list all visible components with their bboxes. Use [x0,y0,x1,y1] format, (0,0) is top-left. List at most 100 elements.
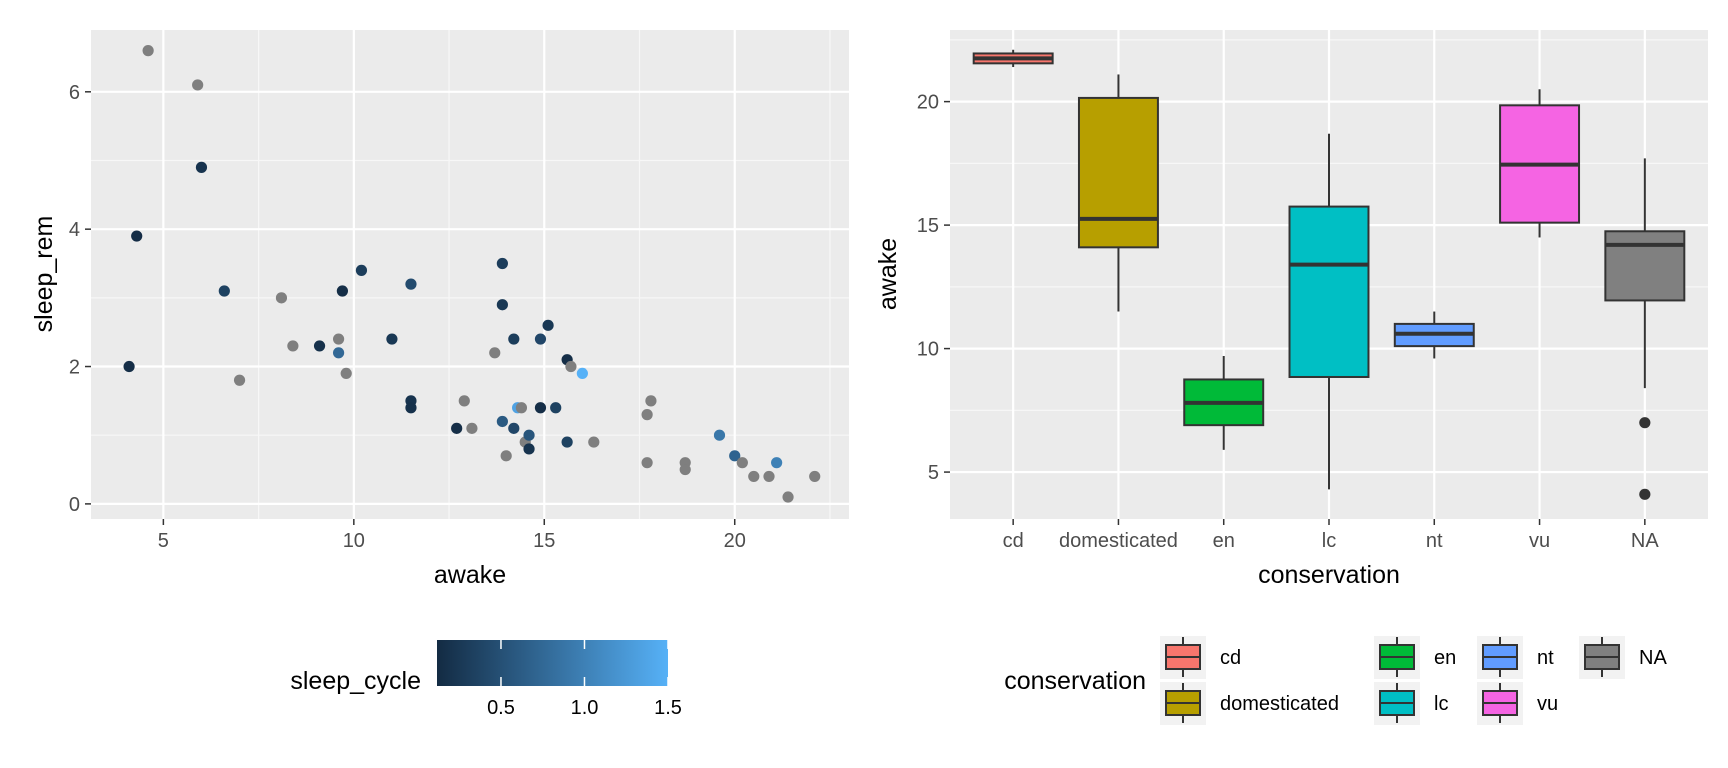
scatter-point [313,340,326,352]
scatter-point [542,319,554,331]
scatter-major-grid [91,30,849,519]
colorbar-tick-label: 1.0 [571,697,599,719]
colorbar-tick-label: 1.5 [654,697,682,719]
legend-entry-vu: vu [1477,682,1558,725]
box-NA [1604,158,1686,500]
scatter-point [489,347,501,359]
scatter-point [142,45,154,57]
scatter-point [466,422,478,434]
scatter-x-tick-label: 10 [343,530,365,552]
box-vu [1499,89,1581,238]
scatter-point [195,161,208,173]
scatter-point [523,443,535,455]
legend-label: vu [1537,693,1558,715]
legend-entry-nt: nt [1477,636,1554,679]
scatter-point [809,470,821,483]
colorbar-ticks: 0.5 1.0 1.5 [487,640,682,719]
scatter-point [748,470,760,483]
box-y-axis: 5 10 15 20 [917,92,950,484]
legend-entry-lc: lc [1374,682,1448,725]
scatter-point [641,457,653,469]
scatter-point [641,409,653,421]
box-outlier [1639,417,1651,429]
scatter-point [123,360,135,373]
box-body [1288,205,1370,378]
scatter-points [123,45,821,503]
box-x-axis-title: conservation [1258,561,1400,589]
scatter-x-axis-title: awake [434,561,506,589]
box-y-tick-label: 15 [917,215,939,237]
box-y-axis-title: awake [874,238,902,310]
box-cd [972,49,1054,68]
boxes [972,49,1686,500]
scatter-point [332,333,345,345]
scatter-panel: 5 10 15 20 0 2 4 6 awake sleep_rem [30,30,849,589]
box-domesticated [1077,74,1159,312]
scatter-point [131,230,143,242]
scatter-point [451,422,463,434]
scatter-point [771,457,783,469]
box-lc [1288,133,1370,490]
scatter-point [508,333,520,345]
box-y-tick-label: 5 [928,462,939,484]
scatter-point [729,450,741,462]
scatter-point [275,292,288,304]
scatter-point [576,367,588,379]
scatter-point [496,257,508,270]
scatter-point [332,347,345,359]
scatter-x-axis: 5 10 15 20 [158,519,746,552]
scatter-point [500,450,512,462]
box-x-tick-label: lc [1322,530,1336,552]
scatter-point [192,79,204,91]
legend-entries: cd domesticated en lc nt vu NA [1160,636,1667,725]
box-en [1183,356,1265,450]
box-outlier [1639,488,1651,500]
box-x-tick-label: vu [1529,530,1550,552]
scatter-point [550,402,562,414]
legend-label: domesticated [1220,693,1339,715]
box-nt [1393,311,1475,359]
legend-label: NA [1639,647,1667,669]
scatter-point [515,402,528,414]
scatter-point [496,299,508,311]
box-x-tick-label: nt [1426,530,1443,552]
colorbar-tick-label: 0.5 [487,697,515,719]
legend-entry-NA: NA [1579,636,1667,679]
scatter-point [534,333,547,345]
colorbar-gradient [437,640,668,686]
scatter-point [565,360,577,373]
scatter-point [405,278,417,290]
legend-entry-domesticated: domesticated [1160,682,1339,725]
box-x-tick-label: en [1213,530,1235,552]
scatter-point [763,470,775,483]
box-x-axis: cd domesticated en lc nt vu NA [1003,519,1659,552]
conservation-legend-title: conservation [1004,667,1146,695]
scatter-point [508,422,520,434]
scatter-point [458,395,470,407]
scatter-point [561,436,573,448]
legend-entry-cd: cd [1160,636,1241,679]
legend-label: lc [1434,693,1448,715]
scatter-point [218,285,230,297]
box-panel: cd domesticated en lc nt vu NA 5 10 15 20 conserv… [874,30,1708,589]
scatter-point [645,395,657,407]
scatter-point [355,264,368,276]
scatter-y-axis: 0 2 4 6 [69,82,91,516]
scatter-point [233,374,246,386]
scatter-point [386,333,398,345]
scatter-point [405,402,417,414]
conservation-legend: conservation cd domesticated en lc nt vu NA [1004,636,1667,725]
scatter-point [534,402,547,414]
box-x-tick-label: domesticated [1059,530,1178,552]
colorbar-title: sleep_cycle [290,667,421,695]
scatter-point [336,285,348,297]
scatter-y-tick-label: 0 [69,494,80,516]
scatter-minor-grid [91,30,849,519]
scatter-point [340,367,352,379]
scatter-point [287,340,299,352]
box-y-tick-label: 20 [917,92,939,114]
box-x-tick-label: cd [1003,530,1024,552]
legend-label: en [1434,647,1456,669]
scatter-x-tick-label: 5 [158,530,169,552]
